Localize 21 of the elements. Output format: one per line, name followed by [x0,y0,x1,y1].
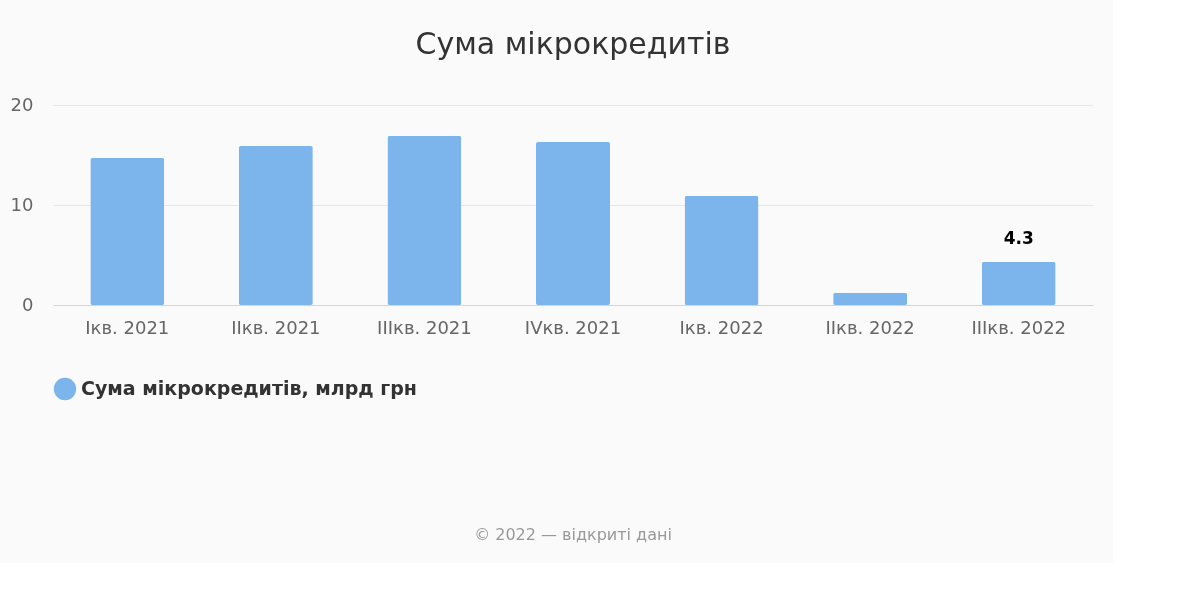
text: © 2022 — відкриті дані [474,525,672,544]
y-tick-label: 20 [10,93,34,115]
x-tick-label: Ікв. 2022 [679,316,764,338]
bar [981,262,1056,305]
y-tick-label: 10 [10,193,34,215]
chart-title: Сума мікрокредитів [415,26,731,61]
x-tick-label: IVкв. 2021 [524,316,622,338]
data-label: 4.3 [1003,228,1034,248]
bar [536,142,610,305]
x-tick-label: Ікв. 2021 [85,316,170,338]
bar [238,146,313,305]
x-tick-label: ІІкв. 2022 [825,316,915,338]
x-tick-label: ІІІкв. 2022 [971,316,1067,338]
legend-label: Сума мікрокредитів, млрд грн [81,377,417,399]
x-tick-label: ІІкв. 2021 [231,316,321,338]
bar [684,196,759,305]
bar [833,293,908,305]
x-tick-label: ІІІкв. 2021 [377,316,472,338]
bar [387,136,462,305]
bar [90,158,165,305]
y-tick-label: 0 [22,293,34,315]
